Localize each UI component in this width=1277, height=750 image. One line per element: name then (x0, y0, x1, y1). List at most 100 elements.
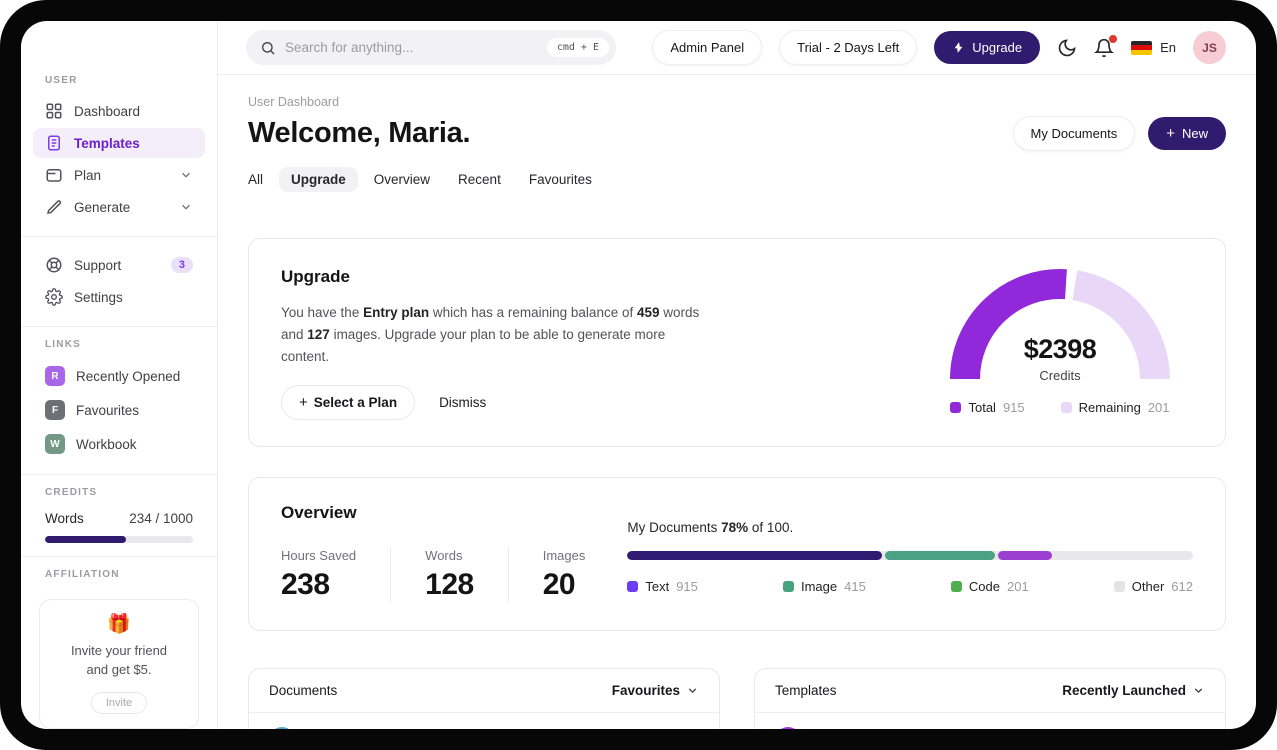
german-flag-icon (1131, 40, 1153, 55)
affiliation-text: Invite your friend and get $5. (50, 642, 188, 680)
tab-overview[interactable]: Overview (373, 172, 431, 187)
templates-filter-dropdown[interactable]: Recently Launched (1062, 683, 1205, 698)
document-list-item[interactable]: Untitled Document in Workbook (249, 713, 719, 729)
legend-swatch (627, 580, 639, 592)
legend-value: 201 (1006, 578, 1029, 594)
sidebar-item-support[interactable]: Support 3 (33, 250, 205, 280)
stat-label: Words (425, 547, 463, 563)
legend-name: Total (968, 400, 996, 415)
sidebar-item-label: Templates (74, 135, 140, 151)
sidebar-item-settings[interactable]: Settings (33, 282, 205, 312)
gauge-center: $2398 Credits (944, 334, 1176, 383)
legend-name: Text (645, 578, 670, 594)
stat-label: Images (542, 547, 586, 563)
gear-icon (45, 288, 63, 306)
sidebar-item-dashboard[interactable]: Dashboard (33, 96, 205, 126)
chevron-down-icon (688, 687, 697, 693)
stat-value: 128 (425, 567, 474, 601)
plus-icon (299, 395, 308, 410)
stat-words: Words 128 (425, 547, 509, 602)
select-plan-button[interactable]: Select a Plan (281, 384, 416, 420)
breadcrumb: User Dashboard (248, 95, 340, 109)
legend-value: 612 (1171, 578, 1193, 594)
legend-item-total: Total 915 (950, 400, 1025, 415)
templates-filter-label: Recently Launched (1062, 682, 1186, 698)
lightning-icon (954, 42, 963, 53)
filter-tabs: All Upgrade Overview Recent Favourites (236, 167, 1226, 192)
legend-value: 201 (1147, 400, 1170, 415)
affiliation-card: 🎁 Invite your friend and get $5. Invite (39, 599, 199, 729)
overview-card: Overview Hours Saved 238 Words 128 Image… (248, 476, 1226, 631)
legend-value: 915 (676, 578, 698, 594)
language-selector[interactable]: En (1131, 40, 1176, 55)
tab-upgrade[interactable]: Upgrade (279, 167, 358, 192)
user-avatar[interactable]: JS (1193, 31, 1226, 64)
template-list-item[interactable]: Blog Post Title in Workbook (755, 713, 1225, 729)
chevron-down-icon (179, 200, 193, 214)
sidebar-item-label: Support (74, 257, 122, 273)
sidebar-section-user: USER (45, 75, 78, 86)
stat-label: Hours Saved (281, 547, 357, 563)
templates-card: Templates Recently Launched Blog Post Ti… (754, 667, 1226, 729)
tab-recent[interactable]: Recent (458, 172, 501, 187)
notifications-button[interactable] (1093, 34, 1118, 58)
dashboard-content: User Dashboard Welcome, Maria. My Docume… (218, 75, 1256, 729)
invite-button[interactable]: Invite (90, 692, 148, 714)
select-plan-label: Select a Plan (313, 394, 398, 410)
templates-document-icon (45, 134, 63, 152)
tab-favourites[interactable]: Favourites (528, 172, 592, 187)
admin-panel-button[interactable]: Admin Panel (652, 30, 763, 65)
new-button[interactable]: New (1148, 117, 1226, 150)
sidebar-link-label: Favourites (76, 402, 140, 418)
lifebuoy-icon (45, 256, 63, 274)
search-bar[interactable]: cmd + E (246, 30, 616, 65)
documents-filter-label: Favourites (611, 682, 680, 698)
credits-label: Words (45, 511, 84, 527)
documents-card-title: Documents (269, 682, 338, 698)
search-shortcut-badge: cmd + E (546, 38, 609, 57)
legend-swatch (1113, 580, 1125, 592)
bar-segment-text (627, 550, 882, 560)
sidebar-item-label: Plan (74, 167, 102, 183)
upgrade-card-title: Upgrade (281, 267, 350, 286)
credits-gauge-svg (950, 269, 1170, 380)
moon-icon (1058, 38, 1076, 56)
link-letter-badge: F (45, 400, 65, 421)
gauge-legend: Total 915 Remaining 201 (950, 400, 1170, 415)
legend-swatch (950, 580, 962, 592)
sidebar-item-generate[interactable]: Generate (33, 192, 205, 222)
my-documents-button[interactable]: My Documents (1012, 116, 1136, 151)
credits-progress-track (45, 536, 193, 544)
sidebar-item-templates[interactable]: Templates (33, 128, 205, 158)
sidebar: USER Dashboard Templates Plan Generate S… (21, 21, 218, 729)
dark-mode-toggle[interactable] (1057, 38, 1077, 58)
dismiss-button[interactable]: Dismiss (429, 386, 496, 419)
gauge-segment-total (950, 269, 1067, 380)
sidebar-item-plan[interactable]: Plan (33, 160, 205, 190)
search-input[interactable] (285, 40, 538, 55)
link-letter-badge: R (45, 366, 65, 387)
upgrade-button-label: Upgrade (972, 40, 1023, 55)
sidebar-link-workbook[interactable]: W Workbook (33, 428, 205, 460)
trial-status-button[interactable]: Trial - 2 Days Left (779, 30, 918, 65)
upgrade-button[interactable]: Upgrade (934, 31, 1041, 64)
credits-progress-fill (45, 536, 127, 544)
new-button-label: New (1181, 126, 1208, 141)
credits-gauge: $2398 Credits Total 915 Remaining 201 (927, 267, 1193, 420)
sidebar-item-label: Dashboard (74, 103, 141, 119)
sidebar-link-favourites[interactable]: F Favourites (33, 394, 205, 426)
support-count-badge: 3 (170, 257, 193, 274)
sidebar-link-label: Workbook (76, 436, 137, 452)
link-letter-badge: W (45, 434, 65, 455)
sidebar-link-label: Recently Opened (76, 368, 181, 384)
legend-name: Image (800, 578, 838, 594)
tab-all[interactable]: All (248, 172, 264, 187)
page-title: Welcome, Maria. (248, 117, 471, 149)
documents-filter-dropdown[interactable]: Favourites (612, 683, 699, 698)
dashboard-grid-icon (45, 102, 63, 120)
sidebar-link-recently-opened[interactable]: R Recently Opened (33, 360, 205, 392)
bar-segment-code (998, 550, 1052, 560)
main-area: cmd + E Admin Panel Trial - 2 Days Left … (218, 21, 1256, 729)
upgrade-card: Upgrade You have the Entry plan which ha… (248, 238, 1226, 447)
